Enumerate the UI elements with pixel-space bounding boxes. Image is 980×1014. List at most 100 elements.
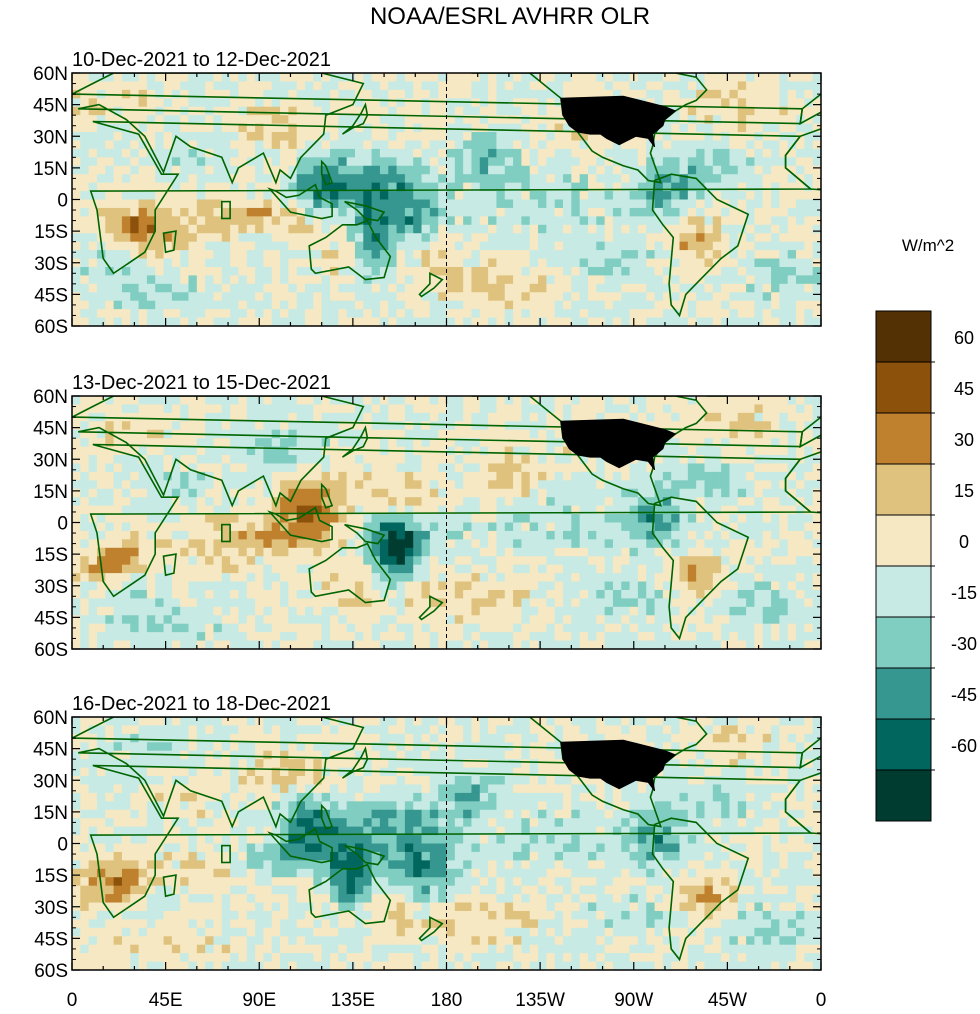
lon-tick-label: 90E [242, 990, 276, 1011]
lat-tick-label: 60S [34, 640, 68, 661]
panel-title: 10-Dec-2021 to 12-Dec-2021 [72, 49, 331, 71]
lon-tick-label: 180 [431, 990, 463, 1011]
coastline-africa [89, 443, 813, 598]
coastline-australia [308, 219, 392, 281]
usa-states-mass [560, 418, 677, 471]
colorbar-label: 0 [959, 532, 969, 552]
panel-title: 13-Dec-2021 to 15-Dec-2021 [72, 372, 331, 394]
coastline-japan [341, 425, 369, 458]
lon-tick-label: 45E [149, 990, 183, 1011]
colorbar-swatch [875, 310, 932, 363]
usa-states-mass [560, 739, 677, 792]
usa-states-mass [560, 95, 677, 148]
olr-anomaly-field [72, 73, 821, 326]
lat-tick-label: 0 [57, 514, 68, 535]
lon-tick-label: 135W [515, 990, 565, 1011]
coastline-greenland [706, 717, 729, 718]
lat-tick-label: 0 [57, 835, 68, 856]
coastline-madagascar [162, 874, 177, 898]
lat-tick-label: 15N [33, 803, 68, 824]
coastline-samerica [651, 496, 750, 641]
coastline-africa [89, 764, 813, 919]
lat-tick-label: 15S [34, 222, 68, 243]
coastline-africa [89, 120, 813, 275]
colorbar-swatch [875, 616, 932, 669]
coastline-eurasia [72, 717, 804, 829]
lat-tick-label: 45N [33, 740, 68, 761]
coastline-newguinea [344, 523, 386, 545]
colorbar-label: -45 [951, 685, 977, 705]
coastline-newguinea [344, 844, 386, 866]
colorbar-swatch [875, 718, 932, 771]
lat-tick-label: 60S [34, 961, 68, 982]
colorbar-swatch [875, 667, 932, 720]
panel-title: 16-Dec-2021 to 18-Dec-2021 [72, 693, 331, 715]
lon-tick-label: 90W [614, 990, 653, 1011]
coastline-indonesia [267, 506, 333, 543]
colorbar-label: 15 [954, 481, 974, 501]
lat-tick-label: 45S [34, 608, 68, 629]
lat-tick-label: 60S [34, 317, 68, 338]
coastlines [72, 717, 821, 962]
coastlines [72, 396, 821, 641]
lat-tick-label: 30N [33, 127, 68, 148]
colorbar-label: 30 [954, 430, 974, 450]
coastline-madagascar [162, 230, 177, 254]
coastline-madagascar [162, 553, 177, 577]
lat-tick-label: 30N [33, 450, 68, 471]
lon-tick-label: 135E [331, 990, 375, 1011]
colorbar-label: 60 [954, 328, 974, 348]
colorbar: W/m^2 60 45 30 15 0 -15 -30 -45 -60 [875, 236, 977, 822]
coastline-eurasia [72, 396, 804, 508]
colorbar-swatch [875, 361, 932, 414]
lat-tick-label: 45S [34, 285, 68, 306]
coastline-philippines [320, 803, 334, 830]
olr-anomaly-field [72, 717, 821, 970]
coastline-samerica [651, 817, 750, 962]
coastline-japan [341, 102, 369, 135]
lat-tick-label: 0 [57, 191, 68, 212]
colorbar-label: 45 [954, 379, 974, 399]
lat-tick-label: 30S [34, 898, 68, 919]
colorbar-swatch [875, 514, 932, 567]
lon-tick-label: 45W [708, 990, 747, 1011]
colorbar-units: W/m^2 [902, 236, 954, 255]
colorbar-swatch [875, 769, 932, 822]
coastline-nz [418, 915, 444, 942]
colorbar-swatch [875, 412, 932, 465]
colorbar-label: -30 [951, 634, 977, 654]
coastline-greenland [706, 73, 729, 74]
coastline-philippines [320, 482, 334, 509]
coastline-newguinea [344, 200, 386, 222]
lon-tick-label: 0 [67, 990, 78, 1011]
coastline-australia [308, 542, 392, 604]
lat-tick-label: 15N [33, 482, 68, 503]
colorbar-label: -60 [951, 736, 977, 756]
lat-tick-label: 15S [34, 545, 68, 566]
coastline-australia [308, 863, 392, 925]
lon-tick-label: 0 [816, 990, 827, 1011]
coastline-japan [341, 746, 369, 779]
lat-tick-label: 60N [33, 64, 68, 85]
lat-tick-label: 30S [34, 254, 68, 275]
colorbar-swatch [875, 463, 932, 516]
coastline-nz [418, 594, 444, 621]
colorbar-swatch [875, 565, 932, 618]
olr-anomaly-field [72, 396, 821, 649]
coastline-indonesia [267, 827, 333, 864]
coastline-greenland [706, 396, 729, 397]
figure-title: NOAA/ESRL AVHRR OLR [370, 3, 650, 30]
lat-tick-label: 15N [33, 159, 68, 180]
lat-tick-label: 30S [34, 577, 68, 598]
coastline-indonesia [267, 183, 333, 220]
lat-tick-label: 30N [33, 771, 68, 792]
colorbar-label: -15 [951, 583, 977, 603]
lat-tick-label: 15S [34, 866, 68, 887]
coastline-nz [418, 271, 444, 298]
coastline-samerica [651, 173, 750, 318]
lat-tick-label: 60N [33, 708, 68, 729]
